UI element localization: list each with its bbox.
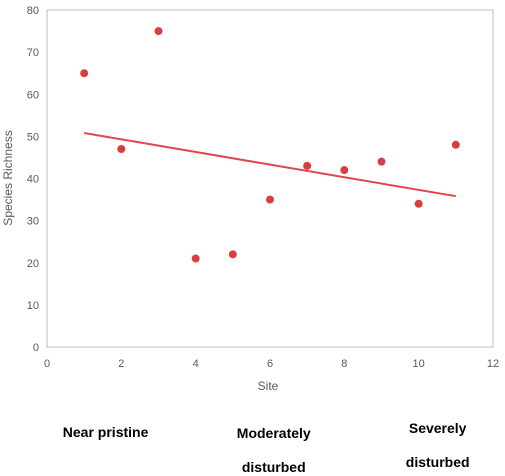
x-axis-title: Site <box>258 379 279 393</box>
y-tick-label: 20 <box>27 258 39 270</box>
data-point <box>303 161 312 170</box>
x-tick-label: 10 <box>413 358 425 370</box>
y-tick-label: 50 <box>27 131 39 143</box>
region-label-moderately-disturbed: Moderately disturbed <box>229 408 311 476</box>
plot-area: 0 10 20 30 40 50 60 70 80 0 2 4 6 8 10 12 <box>27 5 499 370</box>
y-tick-label: 10 <box>27 300 39 312</box>
region-label-severely-disturbed-line2: disturbed <box>405 454 470 470</box>
region-label-near-pristine-line1: Near pristine <box>62 424 149 440</box>
y-tick-label: 40 <box>27 174 39 186</box>
data-point <box>80 69 89 78</box>
y-tick-label: 30 <box>27 216 39 228</box>
data-point <box>377 157 386 166</box>
y-tick-label: 0 <box>33 342 39 354</box>
x-tick-label: 12 <box>487 358 499 370</box>
data-point <box>340 166 349 175</box>
region-label-near-pristine: Near pristine <box>55 407 149 441</box>
y-axis-title: Species Richness <box>1 130 15 225</box>
data-point <box>191 254 200 263</box>
plot-frame <box>46 9 494 348</box>
data-point <box>117 145 126 154</box>
data-point <box>228 250 237 259</box>
data-point <box>154 27 163 36</box>
y-tick-label: 60 <box>27 89 39 101</box>
region-label-moderately-disturbed-line1: Moderately <box>236 425 311 441</box>
y-tick-label: 70 <box>27 47 39 59</box>
region-label-severely-disturbed-line1: Severely <box>408 420 467 436</box>
trendline <box>83 132 457 198</box>
data-point <box>266 195 274 204</box>
region-label-moderately-disturbed-line2: disturbed <box>241 459 306 475</box>
x-tick-label: 6 <box>267 358 273 370</box>
x-tick-label: 4 <box>193 358 199 370</box>
y-tick-label: 80 <box>27 5 39 17</box>
data-point <box>414 199 423 208</box>
scatter-chart: 0 10 20 30 40 50 60 70 80 0 2 4 6 8 10 12 Site Species … <box>1 5 499 393</box>
x-tick-label: 2 <box>118 358 124 370</box>
x-tick-label: 0 <box>44 358 50 370</box>
x-tick-label: 8 <box>341 358 347 370</box>
region-label-severely-disturbed: Severely disturbed <box>398 403 470 471</box>
data-point <box>451 140 460 149</box>
